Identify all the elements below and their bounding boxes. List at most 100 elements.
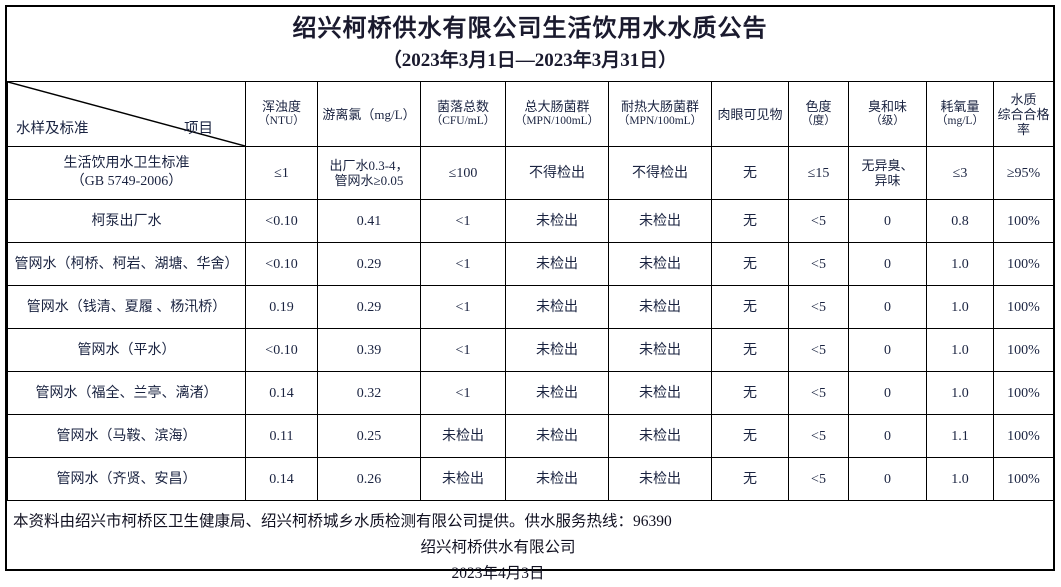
cell-odor-taste: 0 [848,457,927,501]
column-header-line1: 耐热大肠菌群 [620,99,699,114]
standard-value-total-colony: ≤100 [420,146,506,200]
table-head: 水样及标准 项目 浑浊度 （NTU） 游离氯（mg/L） 菌落总数 [7,81,1054,147]
sample-name-cell: 柯泵出厂水 [7,199,246,243]
column-header-line1: 总大肠菌群 [524,99,590,114]
sample-name-cell: 管网水（马鞍、滨海） [7,414,246,458]
cell-turbidity: 0.19 [245,285,318,329]
standard-name-line1: 生活饮用水卫生标准 [63,156,190,171]
cell-odor-taste: 0 [848,199,927,243]
column-header-line2: （NTU） [258,115,305,127]
cell-pass-rate: 100% [993,199,1054,243]
cell-total-colony: <1 [420,371,506,415]
column-header-turbidity: 浑浊度 （NTU） [245,81,318,147]
standard-value-oxygen-consumption: ≤3 [926,146,994,200]
sample-name-cell: 管网水（柯桥、柯岩、湖塘、华舍） [7,242,246,286]
cell-turbidity: <0.10 [245,328,318,372]
water-quality-table-wrap: 水样及标准 项目 浑浊度 （NTU） 游离氯（mg/L） 菌落总数 [7,81,1054,501]
column-header-line2: （度） [801,115,836,127]
standard-row: 生活饮用水卫生标准 （GB 5749-2006） ≤1 出厂水0.3-4， 管网水… [7,146,1054,200]
cell-thermo-coliform: 未检出 [608,199,712,243]
cell-free-chlorine: 0.41 [317,199,421,243]
cell-visible-matter: 无 [711,414,789,458]
cell-pass-rate: 100% [993,285,1054,329]
cell-thermo-coliform: 未检出 [608,414,712,458]
notice-frame: 绍兴柯桥供水有限公司生活饮用水水质公告 （2023年3月1日—2023年3月31… [5,5,1055,582]
column-header-line2: （CFU/mL） [430,115,496,127]
page-title: 绍兴柯桥供水有限公司生活饮用水水质公告 [292,16,768,42]
title-block: 绍兴柯桥供水有限公司生活饮用水水质公告 （2023年3月1日—2023年3月31… [7,7,1053,75]
column-header-line1: 浑浊度 [261,99,301,114]
cell-oxygen-consumption: 1.0 [926,285,994,329]
cell-odor-taste: 0 [848,414,927,458]
table-row: 管网水（马鞍、滨海） 0.11 0.25 未检出 未检出 未检出无 <5 0 1.1 100% [7,414,1054,458]
column-header-line1: 色度 [805,99,832,114]
cell-pass-rate: 100% [993,414,1054,458]
cell-pass-rate: 100% [993,371,1054,415]
standard-value-total-coliform: 不得检出 [505,146,609,200]
column-header-oxygen-consumption: 耗氧量 （mg/L） [926,81,994,147]
cell-total-coliform: 未检出 [505,199,609,243]
column-header-total-colony: 菌落总数 （CFU/mL） [420,81,506,147]
cell-thermo-coliform: 未检出 [608,457,712,501]
standard-value-chroma: ≤15 [788,146,849,200]
cell-turbidity: <0.10 [245,242,318,286]
cell-free-chlorine: 0.39 [317,328,421,372]
table-row: 管网水（钱清、夏履 、杨汛桥） 0.19 0.29 <1 未检出 未检出无 <5 0 1.0 10… [7,285,1054,329]
data-rows-body: 柯泵出厂水 <0.10 0.41 <1 未检出 未检出无 <5 0 0.8 100% 管网水（柯桥、… [7,199,1054,501]
standard-value-odor-taste: 无异臭、 异味 [848,146,927,200]
cell-pass-rate: 100% [993,457,1054,501]
column-header-line2: （MPN/100mL） [514,115,600,127]
standard-value-free-chlorine: 出厂水0.3-4， 管网水≥0.05 [317,146,421,200]
column-header-line1: 游离氯（mg/L） [322,106,416,122]
cell-thermo-coliform: 未检出 [608,328,712,372]
cell-odor-taste: 0 [848,328,927,372]
cell-total-coliform: 未检出 [505,242,609,286]
cell-total-coliform: 未检出 [505,371,609,415]
cell-total-colony: <1 [420,328,506,372]
cell-chroma: <5 [788,199,849,243]
standard-name-line2: （GB 5749-2006） [70,174,183,189]
cell-total-colony: 未检出 [420,414,506,458]
corner-header-cell: 水样及标准 项目 [7,81,246,147]
column-header-thermo-coliform: 耐热大肠菌群 （MPN/100mL） [608,81,712,147]
cell-total-colony: <1 [420,199,506,243]
cell-total-coliform: 未检出 [505,328,609,372]
footer-date: 2023年4月3日 [451,565,545,582]
cell-visible-matter: 无 [711,328,789,372]
column-axis-label: 项目 [184,121,213,137]
cell-pass-rate: 100% [993,328,1054,372]
cell-chroma: <5 [788,414,849,458]
table-header-row: 水样及标准 项目 浑浊度 （NTU） 游离氯（mg/L） 菌落总数 [7,81,1054,147]
cell-total-coliform: 未检出 [505,285,609,329]
cell-turbidity: 0.14 [245,371,318,415]
column-header-pass-rate: 水质 综合合格率 [993,81,1054,147]
column-header-visible-matter: 肉眼可见物 [711,81,789,147]
cell-free-chlorine: 0.32 [317,371,421,415]
cell-thermo-coliform: 未检出 [608,371,712,415]
cell-oxygen-consumption: 1.1 [926,414,994,458]
column-header-line2: 综合合格率 [997,106,1050,137]
column-header-line2: （mg/L） [936,115,984,127]
cell-visible-matter: 无 [711,242,789,286]
standard-value-visible-matter: 无 [711,146,789,200]
column-header-chroma: 色度 （度） [788,81,849,147]
cell-thermo-coliform: 未检出 [608,285,712,329]
cell-odor-taste: 0 [848,371,927,415]
column-header-line2: （级） [870,115,905,127]
column-header-line2: （MPN/100mL） [617,115,703,127]
row-axis-label: 水样及标准 [16,121,89,137]
cell-free-chlorine: 0.26 [317,457,421,501]
table-row: 管网水（平水） <0.10 0.39 <1 未检出 未检出无 <5 0 1.0 100% [7,328,1054,372]
cell-turbidity: <0.10 [245,199,318,243]
column-header-line1: 菌落总数 [436,99,489,114]
column-header-line1: 耗氧量 [940,99,980,114]
cell-free-chlorine: 0.25 [317,414,421,458]
standard-name-cell: 生活饮用水卫生标准 （GB 5749-2006） [7,146,246,200]
cell-chroma: <5 [788,328,849,372]
table-body: 生活饮用水卫生标准 （GB 5749-2006） ≤1 出厂水0.3-4， 管网水… [7,146,1054,200]
cell-total-colony: 未检出 [420,457,506,501]
cell-visible-matter: 无 [711,285,789,329]
cell-free-chlorine: 0.29 [317,242,421,286]
column-header-line1: 肉眼可见物 [717,106,783,122]
